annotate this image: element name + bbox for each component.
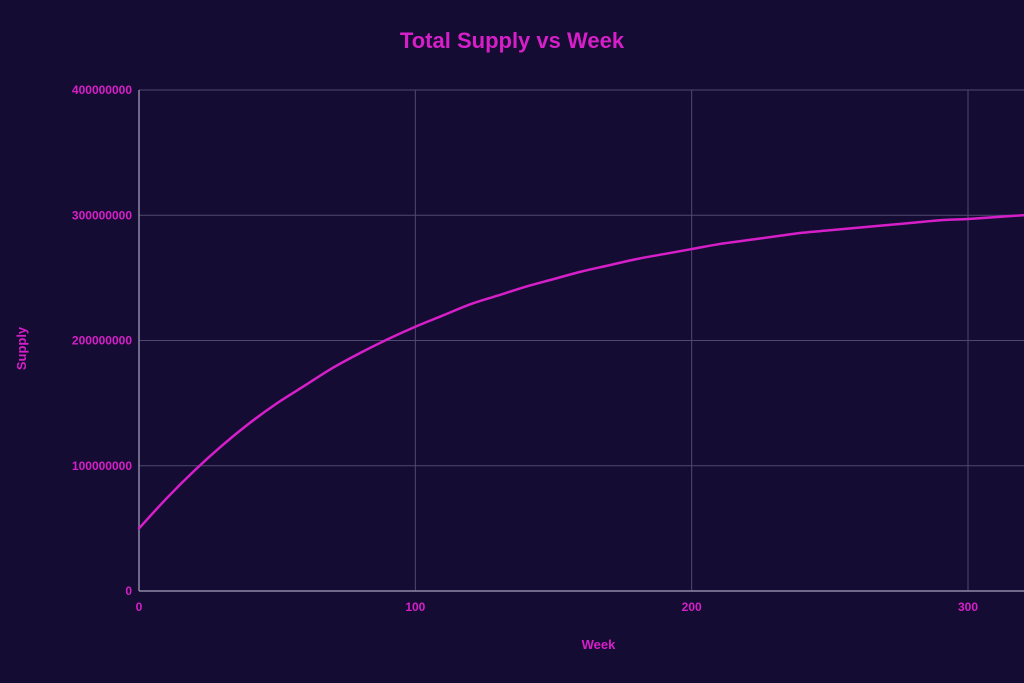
y-tick-label: 400000000 [72,83,132,97]
x-tick-label: 100 [405,600,425,614]
grid-lines [139,89,1024,591]
x-axis-label: Week [582,637,616,652]
y-tick-label: 100000000 [72,459,132,473]
x-tick-label: 200 [682,600,702,614]
x-tick-label: 300 [958,600,978,614]
axis-labels: Week Supply [14,326,616,652]
tick-labels: 0 100000000 200000000 300000000 400000000 0 10… [72,83,978,614]
y-axis-label: Supply [14,326,29,370]
series-line [137,214,1024,530]
series-lines [137,214,1024,530]
y-tick-label: 0 [125,584,132,598]
chart-title: Total Supply vs Week [399,28,625,53]
y-tick-label: 300000000 [72,208,132,222]
axes [138,90,1024,592]
x-tick-label: 0 [136,600,143,614]
y-tick-label: 200000000 [72,334,132,348]
